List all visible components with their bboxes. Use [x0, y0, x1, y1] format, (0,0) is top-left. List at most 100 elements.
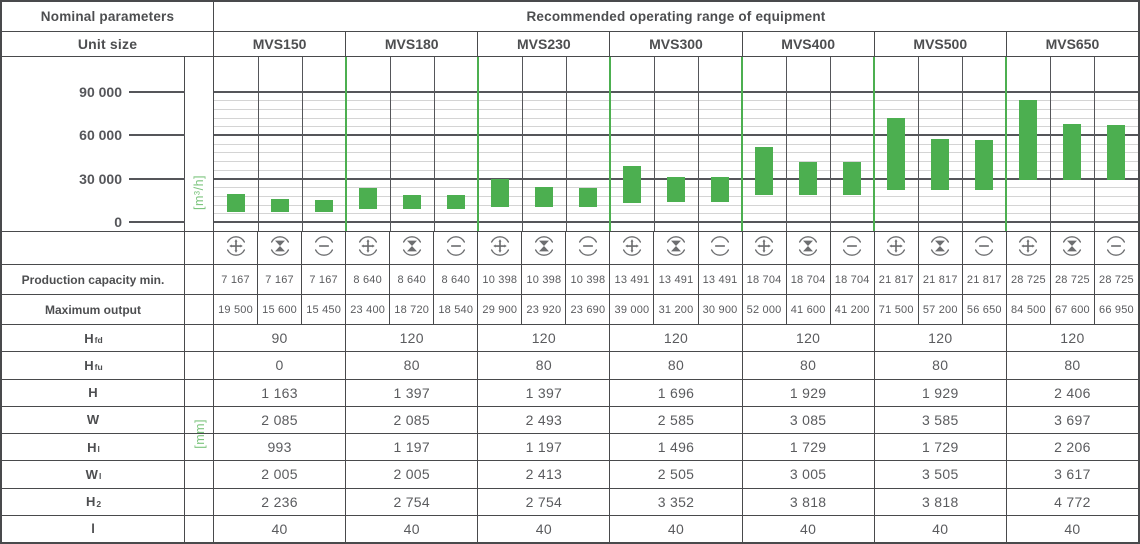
maximum-output-label: Maximum output: [2, 295, 185, 324]
dimension-value-cell: 3 085: [743, 406, 875, 433]
dimension-label-sub: fd: [94, 335, 103, 346]
range-bar-mvs300-2: [667, 176, 685, 203]
chart-plot: [214, 57, 1138, 231]
icon-cells: [214, 232, 1138, 264]
range-bar-mvs650-3: [1107, 124, 1125, 181]
dimension-strip: [185, 488, 214, 515]
capacity-value-cell: 13 491: [654, 265, 699, 294]
icon-cell: [875, 232, 919, 264]
exhaust-minus-icon: [443, 234, 469, 263]
dimension-value-cell: 4 772: [1054, 493, 1091, 510]
dimension-value-cell: 2 085: [214, 406, 347, 433]
dimension-value-cell: 2 005: [214, 461, 347, 488]
chart-row: 0 30 000 60 000 90 000 [m³/h]: [2, 57, 1138, 232]
dimension-value-cell: 3 818: [743, 488, 875, 515]
unit-header-mvs180: MVS180: [346, 32, 479, 56]
capacity-value-cell: 52 000: [743, 295, 787, 324]
y-tick-line: [129, 177, 185, 180]
dimension-value-cell: 2 505: [610, 461, 743, 488]
capacity-value-cell: 56 650: [963, 295, 1007, 324]
capacity-value-cell: 84 500: [1007, 295, 1051, 324]
dimension-values: 2 005 2 005 2 413 2 505 3 005 3 505 3 617: [214, 461, 1138, 488]
dimension-value-cell: 0: [214, 352, 347, 379]
range-bar-mvs400-3: [843, 162, 861, 195]
supply-exhaust-cross-icon: [927, 234, 953, 263]
capacity-value-cell: 28 725: [1007, 265, 1051, 294]
icon-cell: [1007, 232, 1051, 264]
icon-cell: [302, 232, 347, 264]
range-bar-mvs300-1: [623, 165, 641, 203]
exhaust-minus-icon: [1103, 234, 1129, 263]
gridline-minor: [214, 161, 1138, 163]
capacity-value-cell: 30 900: [699, 295, 743, 324]
capacity-value-cell: 10 398: [566, 265, 611, 294]
gridline-minor: [214, 152, 1138, 154]
capacity-value-cell: 57 200: [919, 295, 963, 324]
dimension-value-cell: 90: [214, 325, 347, 352]
y-tick-label: 90 000: [79, 83, 122, 100]
capacity-value-cell: 66 950: [1099, 303, 1134, 316]
gridline-major: [214, 90, 1138, 93]
icon-cell: [919, 232, 963, 264]
subcolumn-separator: [566, 57, 567, 231]
dimension-value-cell: 1 197: [478, 434, 611, 461]
y-tick-line: [129, 221, 185, 223]
capacity-value-cell: 18 704: [787, 265, 831, 294]
capacity-value-cell: 28 725: [1099, 273, 1134, 286]
dimension-value-cell: 120: [610, 325, 743, 352]
exhaust-minus-icon: [839, 234, 865, 263]
dimension-label: W: [2, 406, 185, 433]
icon-cell: [831, 232, 875, 264]
range-bar-mvs500-2: [931, 139, 949, 191]
dimension-value-cell: 1 496: [610, 434, 743, 461]
title-row: Nominal parameters Recommended operating…: [2, 2, 1138, 32]
subcolumn-separator: [1050, 57, 1051, 231]
y-tick-label: 60 000: [79, 127, 122, 143]
operating-range-title: Recommended operating range of equipment: [526, 9, 826, 24]
dimension-value-cell: 3 505: [875, 461, 1007, 488]
capacity-min-values: 7 167 7 167 7 167 8 640 8 640 8 640 10 398 10 3…: [214, 265, 1138, 294]
dimension-strip: [185, 515, 214, 542]
exhaust-minus-icon: [707, 234, 733, 263]
supply-plus-icon: [223, 234, 249, 263]
dimension-values: 90 120 120 120 120 120 120: [214, 325, 1138, 352]
dimension-values: 40 40 40 40 40 40 40: [214, 515, 1138, 542]
icon-cell: [699, 232, 743, 264]
unit-group-separator: [609, 57, 611, 231]
unit-header-mvs650: MVS650: [1045, 36, 1100, 52]
dimension-value-cell: 120: [478, 325, 611, 352]
dimension-value-cell: 40: [610, 515, 743, 542]
range-bar-mvs400-2: [799, 161, 817, 195]
dimension-label-main: H: [85, 494, 96, 510]
exhaust-minus-icon: [311, 234, 337, 263]
icon-cell: [566, 232, 611, 264]
capacity-value-cell: 41 200: [831, 295, 875, 324]
dimension-value-cell: 3 005: [743, 461, 875, 488]
capacity-value-cell: 23 920: [522, 295, 567, 324]
capacity-value-cell: 67 600: [1051, 295, 1095, 324]
unit-group-separator: [477, 57, 479, 231]
dimension-strip: [185, 434, 214, 461]
subcolumn-separator: [1094, 57, 1095, 231]
dimension-value-cell: 80: [346, 352, 479, 379]
dimension-value-cell: 2 085: [346, 406, 479, 433]
dimension-value-cell: 1 397: [478, 379, 611, 406]
range-bar-mvs650-2: [1063, 124, 1081, 181]
dimension-value-cell: 120: [875, 325, 1007, 352]
dimension-value-cell: 2 406: [1054, 384, 1091, 401]
dimension-value-cell: 40: [214, 515, 347, 542]
gridline-minor: [214, 126, 1138, 128]
capacity-value-cell: 21 817: [963, 265, 1007, 294]
dimension-value-cell: 2 005: [346, 461, 479, 488]
dimension-value-cell: 40: [346, 515, 479, 542]
range-bar-mvs650-1: [1019, 99, 1037, 181]
dimension-label-sub: fu: [94, 362, 103, 373]
gridline-minor: [214, 108, 1138, 110]
dimension-value-cell: 80: [478, 352, 611, 379]
capacity-value-cell: 18 540: [434, 295, 479, 324]
dimension-value-cell: 2 754: [478, 488, 611, 515]
